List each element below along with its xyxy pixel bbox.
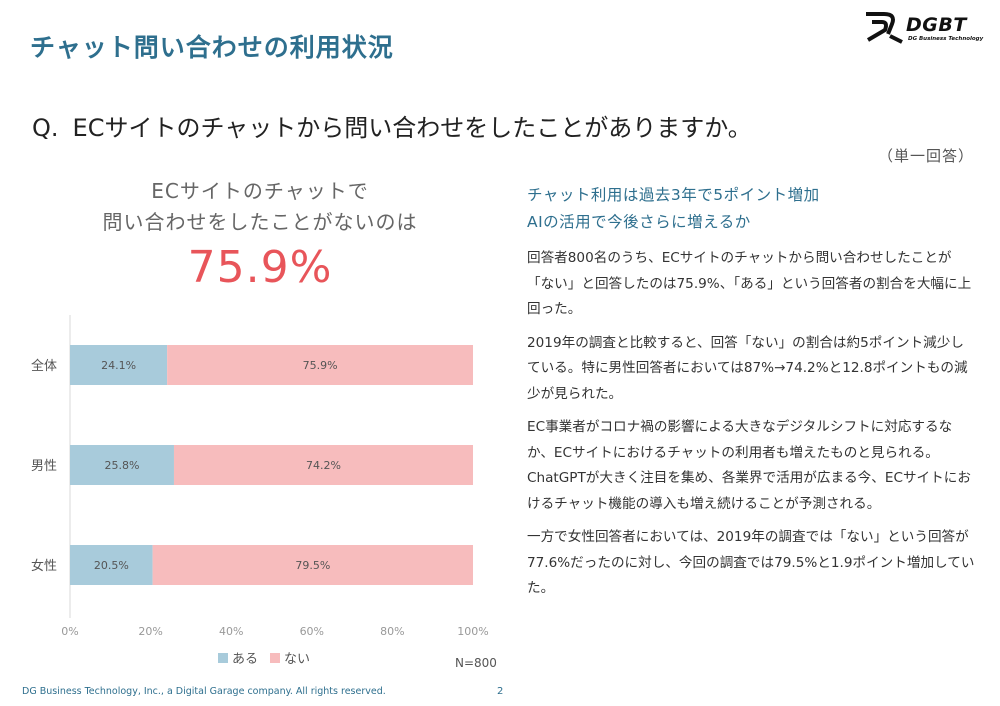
page-number: 2 (497, 686, 504, 697)
paragraph-4: 一方で女性回答者においては、2019年の調査では「ない」という回答が77.6%だ… (527, 529, 975, 596)
bar-aru (70, 345, 168, 385)
legend-label-nai: ない (284, 652, 311, 667)
sample-size-note: N=800 (455, 656, 497, 670)
dgbt-logo-icon (866, 12, 903, 44)
x-tick-label: 20% (138, 625, 162, 638)
x-tick-label: 60% (300, 625, 324, 638)
category-label: 女性 (31, 558, 57, 574)
slide-title: チャット問い合わせの利用状況 (30, 33, 394, 62)
answer-type: （単一回答） (878, 147, 975, 165)
legend-swatch-nai (270, 652, 281, 663)
headline-line1: チャット利用は過去3年で5ポイント増加 (527, 186, 820, 204)
question: Q. ECサイトのチャットから問い合わせをしたことがありますか。 (32, 108, 752, 143)
legend-label-aru: ある (232, 652, 259, 667)
question-mark: Q. (32, 114, 59, 142)
data-label: 79.5% (295, 559, 330, 572)
bar-nai (152, 545, 474, 585)
legend-item-aru: ある (218, 648, 258, 667)
callout-value: 75.9% (187, 242, 333, 293)
bar-nai (173, 445, 473, 485)
category-label: 男性 (31, 459, 57, 474)
dgbt-logo: DGBT DG Business Technology (862, 8, 994, 46)
bar-aru (70, 545, 153, 585)
body-text: 回答者800名のうち、ECサイトのチャットから問い合わせしたことが「ない」と回答… (527, 246, 975, 610)
x-tick-label: 100% (457, 625, 488, 638)
footer-copyright: DG Business Technology, Inc., a Digital … (22, 686, 386, 697)
callout-line2: 問い合わせをしたことがないのは (102, 210, 418, 234)
stacked-bar-chart: 全体 24.1% 75.9% 男性 25.8% 74.2% 女性 20.5% 79.5% 0% 20… (0, 300, 520, 645)
data-label: 74.2% (306, 459, 341, 472)
headline: チャット利用は過去3年で5ポイント増加 AIの活用で今後さらに増えるか (527, 182, 967, 236)
chart-svg: 全体 24.1% 75.9% 男性 25.8% 74.2% 女性 20.5% 79.5% 0% 20… (31, 315, 489, 638)
logo-text: DGBT (906, 14, 967, 36)
bar-nai (167, 345, 474, 385)
bar-aru (70, 445, 174, 485)
callout-line1: ECサイトのチャットで (151, 179, 369, 203)
legend-swatch-aru (218, 652, 228, 663)
x-tick-label: 40% (219, 625, 243, 638)
headline-line2: AIの活用で今後さらに増えるか (527, 213, 751, 231)
logo-subtext: DG Business Technology (908, 36, 984, 42)
data-label: 24.1% (101, 359, 136, 372)
x-tick-label: 80% (380, 625, 404, 638)
data-label: 25.8% (105, 459, 140, 472)
question-text: ECサイトのチャットから問い合わせをしたことがありますか。 (72, 114, 752, 142)
chart-legend: ある ない (218, 648, 310, 667)
paragraph-2: 2019年の調査と比較すると、回答「ない」の割合は約5ポイント減少している。特に… (527, 334, 968, 402)
category-label: 全体 (31, 358, 57, 374)
data-label: 75.9% (303, 359, 338, 372)
paragraph-1: 回答者800名のうち、ECサイトのチャットから問い合わせしたことが「ない」と回答… (527, 250, 972, 317)
data-label: 20.5% (94, 559, 129, 572)
callout: ECサイトのチャットで 問い合わせをしたことがないのは (60, 176, 460, 238)
paragraph-3: EC事業者がコロナ禍の影響による大きなデジタルシフトに対応するなか、ECサイトに… (527, 419, 971, 512)
x-tick-label: 0% (61, 625, 78, 638)
legend-item-nai: ない (270, 648, 310, 667)
